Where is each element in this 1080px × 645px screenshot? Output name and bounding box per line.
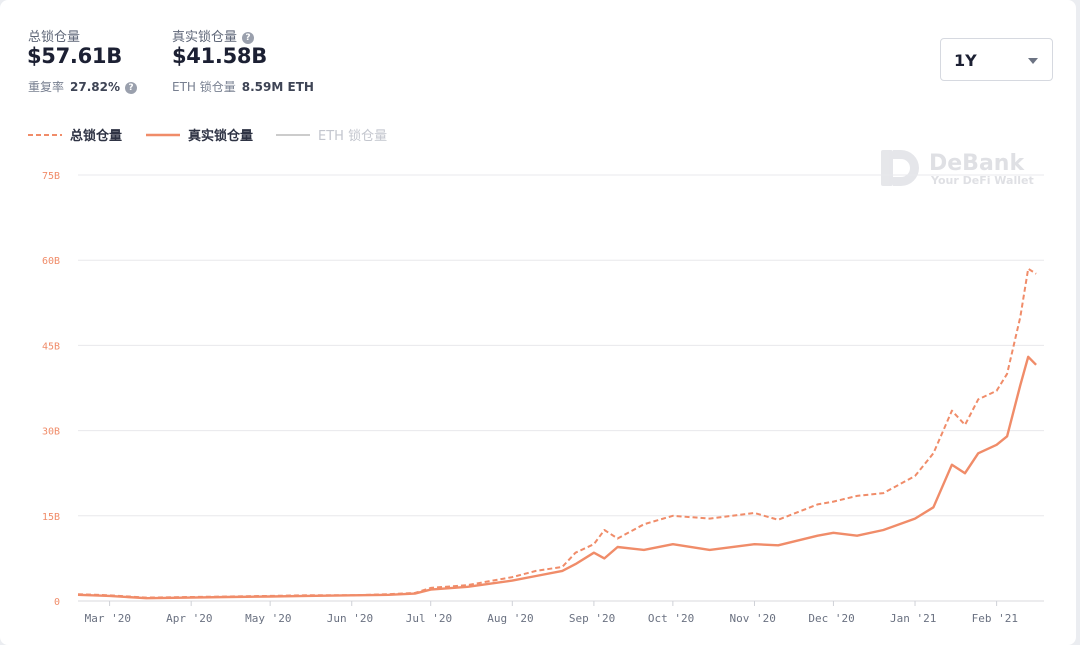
caret-down-icon bbox=[1028, 58, 1038, 64]
legend-label-eth: ETH 锁仓量 bbox=[318, 129, 388, 144]
y-tick-label: 60B bbox=[42, 256, 60, 267]
x-tick-label: Feb '21 bbox=[972, 612, 1018, 625]
legend-label-total: 总锁仓量 bbox=[70, 129, 123, 144]
total-tvl-value: $57.61B bbox=[27, 44, 122, 68]
x-tick-label: Jun '20 bbox=[327, 612, 373, 625]
x-tick-label: Jul '20 bbox=[406, 612, 452, 625]
y-tick-label: 30B bbox=[42, 427, 60, 438]
x-tick-label: Jan '21 bbox=[890, 612, 936, 625]
y-tick-label: 75B bbox=[42, 171, 60, 182]
legend-item-eth[interactable]: ETH 锁仓量 bbox=[276, 125, 387, 144]
legend-swatch-dashed bbox=[28, 133, 62, 136]
debank-watermark: DeBank Your DeFi Wallet bbox=[881, 150, 1034, 187]
y-tick-label: 45B bbox=[42, 341, 60, 352]
legend-label-real: 真实锁仓量 bbox=[188, 129, 254, 144]
watermark-tagline: Your DeFi Wallet bbox=[930, 174, 1034, 187]
eth-tvl-value: 8.59M ETH bbox=[241, 80, 314, 94]
question-circle-icon[interactable]: ? bbox=[242, 32, 255, 44]
legend-swatch-solid bbox=[146, 133, 180, 136]
y-tick-label: 15B bbox=[42, 512, 60, 523]
time-range-select[interactable]: 1Y bbox=[940, 38, 1053, 81]
x-tick-label: Nov '20 bbox=[729, 612, 775, 625]
x-tick-label: May '20 bbox=[245, 612, 291, 625]
y-tick-label: 0 bbox=[54, 597, 60, 608]
eth-tvl-label: ETH 锁仓量 bbox=[172, 80, 236, 94]
x-tick-label: Sep '20 bbox=[569, 612, 615, 625]
repeat-rate-value: 27.82% bbox=[70, 80, 120, 94]
x-tick-label: Mar '20 bbox=[85, 612, 131, 625]
series-line-real bbox=[77, 355, 1037, 600]
question-circle-icon[interactable]: ? bbox=[125, 82, 137, 94]
time-range-value: 1Y bbox=[954, 51, 977, 70]
real-tvl-label-text: 真实锁仓量 bbox=[172, 30, 238, 45]
repeat-rate: 重复率 27.82%? bbox=[28, 78, 137, 95]
debank-logo-icon bbox=[881, 150, 919, 186]
real-tvl-label: 真实锁仓量? bbox=[172, 26, 255, 45]
legend-swatch-eth bbox=[276, 133, 310, 136]
total-tvl-label: 总锁仓量 bbox=[28, 30, 81, 45]
legend-item-real[interactable]: 真实锁仓量 bbox=[146, 125, 253, 144]
x-tick-label: Aug '20 bbox=[487, 612, 533, 625]
legend-item-total[interactable]: 总锁仓量 bbox=[28, 125, 122, 144]
real-tvl-value: $41.58B bbox=[172, 44, 267, 68]
x-tick-label: Apr '20 bbox=[166, 612, 212, 625]
x-tick-label: Dec '20 bbox=[808, 612, 854, 625]
x-tick-label: Oct '20 bbox=[648, 612, 694, 625]
watermark-brand: DeBank bbox=[929, 151, 1025, 176]
repeat-rate-label: 重复率 bbox=[28, 80, 65, 94]
eth-tvl: ETH 锁仓量 8.59M ETH bbox=[172, 78, 314, 95]
series-line-total bbox=[77, 267, 1037, 599]
